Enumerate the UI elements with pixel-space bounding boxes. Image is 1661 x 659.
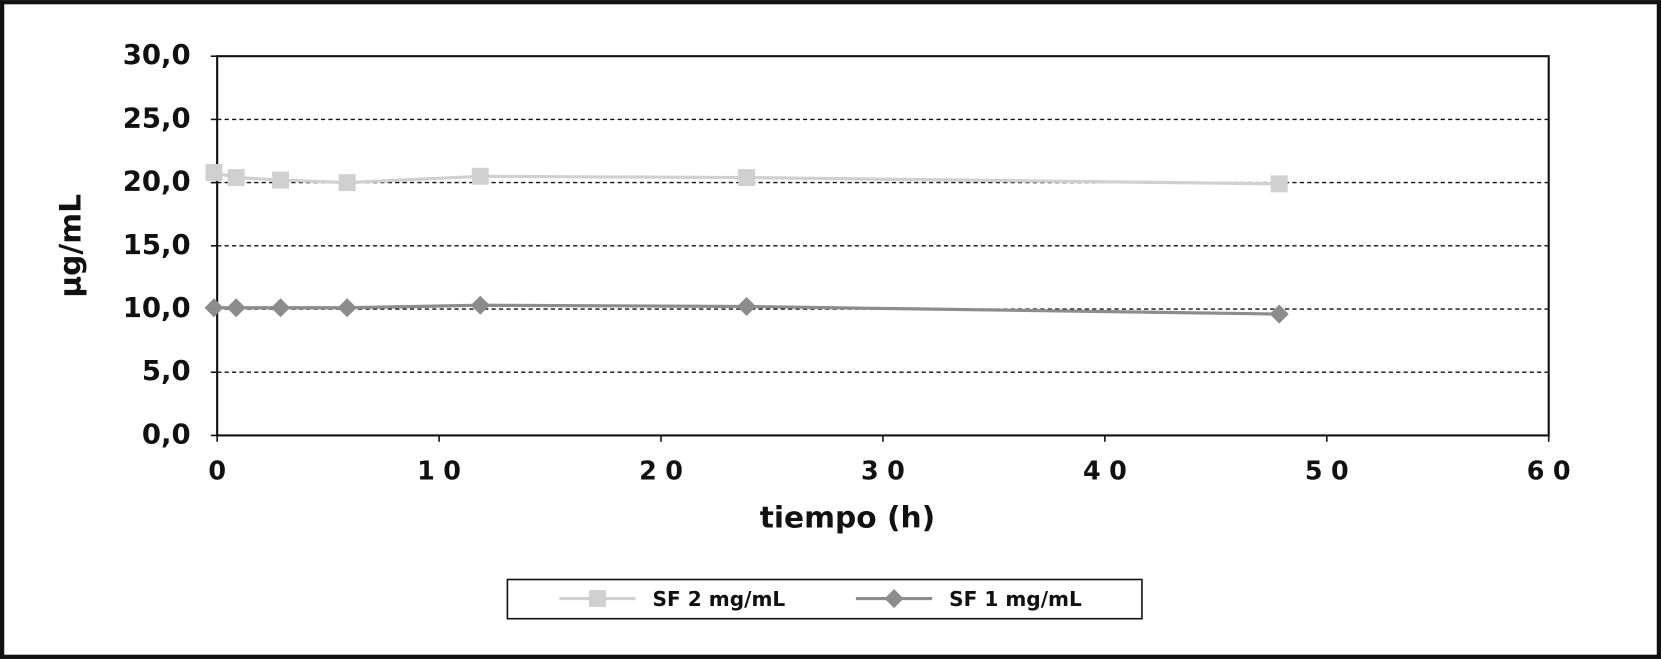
marker	[272, 171, 290, 189]
x-tick-label: 10	[417, 456, 469, 486]
y-tick-label: 10,0	[123, 292, 191, 324]
marker	[338, 174, 356, 192]
legend-label: SF 2 mg/mL	[653, 587, 786, 611]
x-tick-label: 50	[1305, 456, 1357, 486]
marker	[471, 167, 489, 185]
legend-label: SF 1 mg/mL	[949, 587, 1082, 611]
marker	[737, 296, 757, 317]
x-tick-label: 60	[1527, 456, 1579, 486]
marker	[271, 298, 291, 318]
y-tick-label: 25,0	[123, 102, 191, 134]
marker	[470, 295, 490, 315]
plot-area	[216, 55, 1550, 437]
marker	[738, 169, 756, 187]
x-tick-label: 40	[1083, 456, 1135, 486]
y-tick-label: 20,0	[123, 166, 191, 198]
marker	[227, 169, 245, 187]
marker	[205, 164, 223, 181]
x-tick-label: 0	[208, 456, 234, 486]
y-axis-label: µg/mL	[53, 194, 88, 298]
marker	[337, 298, 357, 318]
marker	[1270, 175, 1288, 193]
x-axis-label: tiempo (h)	[760, 500, 936, 535]
y-tick-label: 5,0	[142, 355, 191, 387]
x-tick-label: 20	[639, 456, 691, 486]
y-tick-label: 30,0	[123, 39, 191, 71]
x-tick-label: 30	[861, 456, 913, 486]
legend-marker	[884, 589, 904, 609]
y-tick-label: 15,0	[123, 229, 191, 261]
y-tick-label: 0,0	[142, 418, 191, 450]
legend-marker	[588, 590, 606, 608]
